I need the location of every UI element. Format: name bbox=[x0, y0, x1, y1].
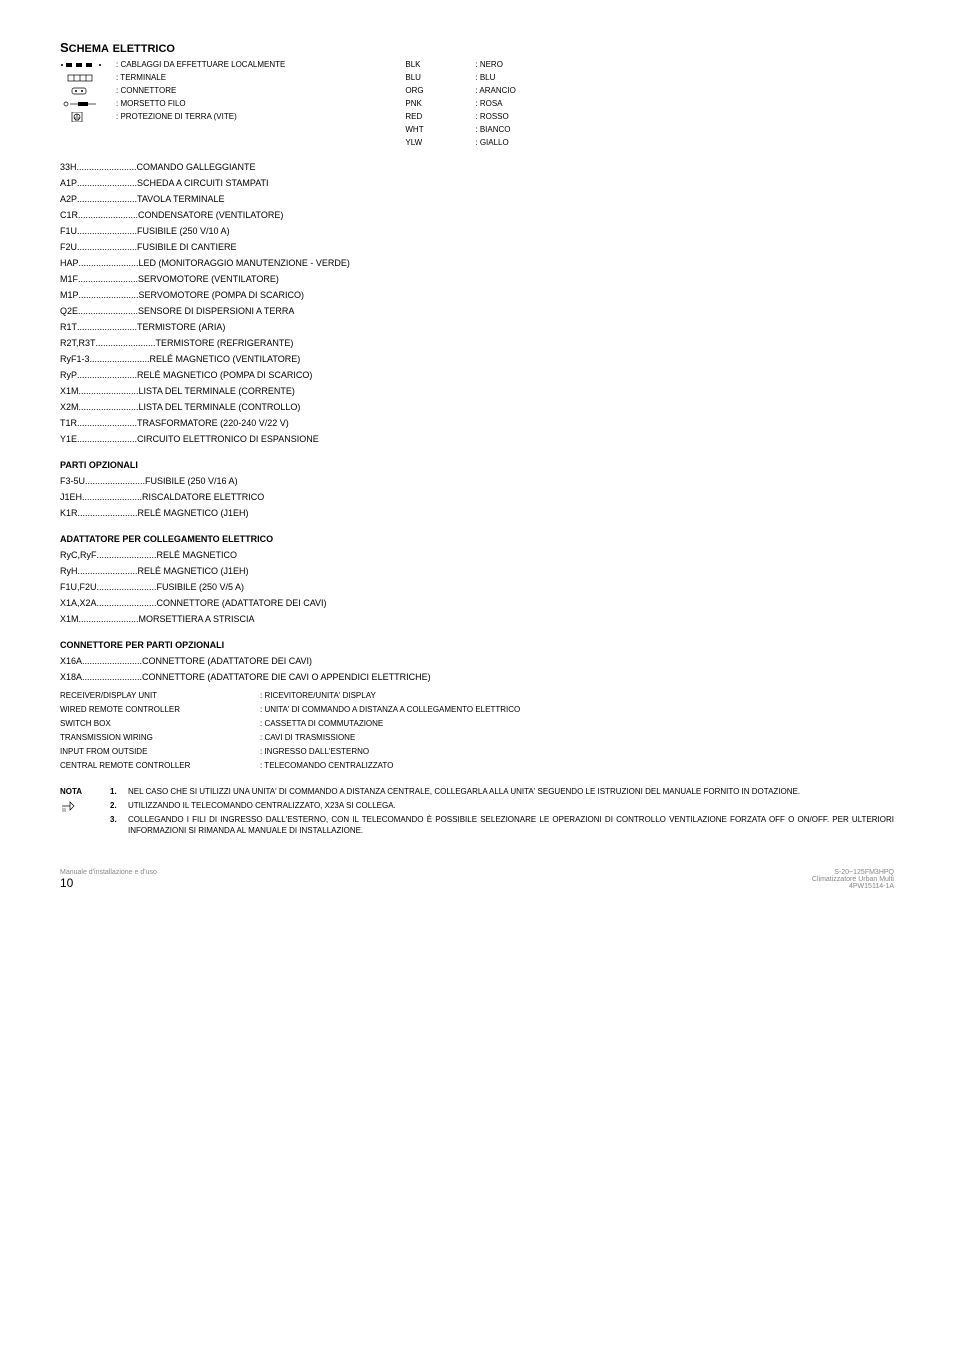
footer-left: Manuale d'installazione e d'uso 10 bbox=[60, 869, 157, 890]
legend-text: : CABLAGGI DA EFFETTUARE LOCALMENTE bbox=[116, 59, 285, 71]
color-legend: BLK: NEROBLU: BLUORG: ARANCIOPNK: ROSARE… bbox=[405, 59, 515, 150]
nota-num: 3. bbox=[110, 814, 128, 836]
nota-text: NEL CASO CHE SI UTILIZZI UNA UNITA' DI C… bbox=[128, 786, 894, 797]
en-label: RECEIVER/DISPLAY UNIT bbox=[60, 690, 260, 702]
it-label: : INGRESSO DALL'ESTERNO bbox=[260, 746, 369, 758]
color-name: : ROSSO bbox=[475, 111, 508, 123]
color-name: : ROSA bbox=[475, 98, 502, 110]
title-cap: S bbox=[60, 40, 69, 55]
symbol-terra bbox=[60, 112, 116, 122]
color-code: BLK bbox=[405, 59, 475, 71]
notes-block: NOTA 1.NEL CASO CHE SI UTILIZZI UNA UNIT… bbox=[60, 786, 894, 839]
section-title: SCHEMA ELETTRICO bbox=[60, 40, 894, 55]
color-name: : ARANCIO bbox=[475, 85, 515, 97]
heading-connettore: CONNETTORE PER PARTI OPZIONALI bbox=[60, 640, 894, 650]
footer-code: 4PW15114-1A bbox=[812, 883, 894, 890]
en-label: INPUT FROM OUTSIDE bbox=[60, 746, 260, 758]
symbol-cablaggi bbox=[60, 61, 116, 69]
hand-icon bbox=[60, 799, 110, 816]
legend-row: : CABLAGGI DA EFFETTUARE LOCALMENTE : TE… bbox=[60, 59, 894, 150]
color-code: RED bbox=[405, 111, 475, 123]
it-label: : TELECOMANDO CENTRALIZZATO bbox=[260, 760, 393, 772]
symbol-connettore bbox=[60, 87, 116, 95]
nota-text: COLLEGANDO I FILI DI INGRESSO DALL'ESTER… bbox=[128, 814, 894, 836]
nota-num: 2. bbox=[110, 800, 128, 811]
nota-num: 1. bbox=[110, 786, 128, 797]
it-label: : UNITA' DI COMMANDO A DISTANZA A COLLEG… bbox=[260, 704, 520, 716]
en-label: WIRED REMOTE CONTROLLER bbox=[60, 704, 260, 716]
color-code: WHT bbox=[405, 124, 475, 136]
footer-right: S-20~125FM3HPQ Climatizzatore Urban Mult… bbox=[812, 869, 894, 890]
legend-text: : PROTEZIONE DI TERRA (VITE) bbox=[116, 111, 237, 123]
en-label: TRANSMISSION WIRING bbox=[60, 732, 260, 744]
color-code: BLU bbox=[405, 72, 475, 84]
footer-manual: Manuale d'installazione e d'uso bbox=[60, 869, 157, 876]
it-label: : CAVI DI TRASMISSIONE bbox=[260, 732, 355, 744]
symbol-morsetto bbox=[60, 100, 116, 108]
color-code: PNK bbox=[405, 98, 475, 110]
it-label: : CASSETTA DI COMMUTAZIONE bbox=[260, 718, 383, 730]
symbol-terminale bbox=[60, 74, 116, 82]
legend-text: : CONNETTORE bbox=[116, 85, 176, 97]
title-rest: CHEMA bbox=[69, 43, 109, 55]
page-number: 10 bbox=[60, 876, 157, 890]
footer: Manuale d'installazione e d'uso 10 S-20~… bbox=[60, 869, 894, 890]
color-name: : BIANCO bbox=[475, 124, 510, 136]
color-code: YLW bbox=[405, 137, 475, 149]
footer-product: Climatizzatore Urban Multi bbox=[812, 876, 894, 883]
defs-conn: X16A ........................CONNETTORE … bbox=[60, 654, 894, 684]
color-name: : BLU bbox=[475, 72, 495, 84]
it-label: : RICEVITORE/UNITA' DISPLAY bbox=[260, 690, 376, 702]
nota-items: 1.NEL CASO CHE SI UTILIZZI UNA UNITA' DI… bbox=[110, 786, 894, 839]
color-code: ORG bbox=[405, 85, 475, 97]
title-rest2: ELETTRICO bbox=[113, 43, 175, 55]
en-label: CENTRAL REMOTE CONTROLLER bbox=[60, 760, 260, 772]
footer-model: S-20~125FM3HPQ bbox=[812, 869, 894, 876]
nota-text: UTILIZZANDO IL TELECOMANDO CENTRALIZZATO… bbox=[128, 800, 894, 811]
defs-adatt: RyC,RyF ........................RELÉ MAG… bbox=[60, 548, 894, 626]
color-name: : GIALLO bbox=[475, 137, 508, 149]
translation-table: RECEIVER/DISPLAY UNIT: RICEVITORE/UNITA'… bbox=[60, 690, 894, 772]
en-label: SWITCH BOX bbox=[60, 718, 260, 730]
heading-adattatore: ADATTATORE PER COLLEGAMENTO ELETTRICO bbox=[60, 534, 894, 544]
nota-label-text: NOTA bbox=[60, 786, 110, 797]
legend-text: : TERMINALE bbox=[116, 72, 166, 84]
color-name: : NERO bbox=[475, 59, 503, 71]
nota-label: NOTA bbox=[60, 786, 110, 839]
defs-opz: F3-5U ........................FUSIBILE (… bbox=[60, 474, 894, 520]
heading-opzionali: PARTI OPZIONALI bbox=[60, 460, 894, 470]
legend-text: : MORSETTO FILO bbox=[116, 98, 186, 110]
defs-main: 33H ........................COMANDO GALL… bbox=[60, 160, 894, 446]
legend-symbols: : CABLAGGI DA EFFETTUARE LOCALMENTE : TE… bbox=[60, 59, 285, 150]
